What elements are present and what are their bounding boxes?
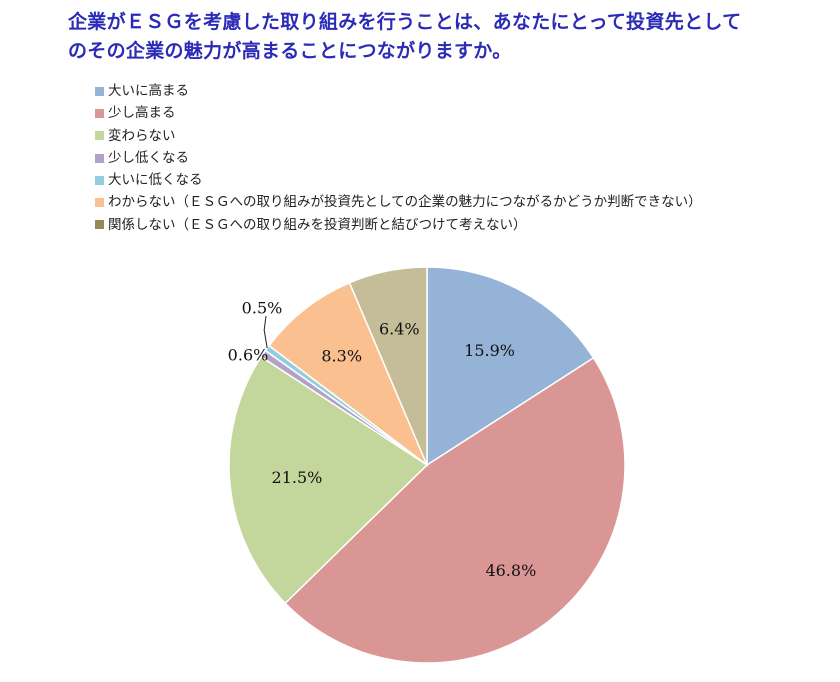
data-label-1: 15.9%: [464, 341, 515, 360]
legend-swatch-6: [95, 198, 104, 208]
legend-swatch-4: [95, 153, 104, 163]
chart-title-line-2: のその企業の魅力が高まることにつながりますか。: [68, 40, 512, 62]
legend-item-5: 大いに低くなる: [95, 169, 702, 191]
data-label-6: 8.3%: [321, 346, 362, 365]
legend-item-4: 少し低くなる: [95, 147, 702, 169]
legend-swatch-5: [95, 175, 104, 185]
legend-label-4: 少し低くなる: [108, 149, 189, 166]
legend-item-6: わからない（ＥＳＧへの取り組みが投資先としての企業の魅力につながるかどうか判断で…: [95, 191, 702, 213]
leader-line-5: [263, 315, 268, 349]
pie-slice-3: [228, 355, 429, 605]
legend-swatch-1: [95, 86, 104, 96]
legend-item-7: 関係しない（ＥＳＧへの取り組みを投資判断と結びつけて考えない）: [95, 214, 702, 236]
data-label-3: 21.5%: [272, 468, 323, 487]
legend-label-2: 少し高まる: [108, 105, 176, 122]
data-label-2: 46.8%: [485, 561, 536, 580]
legend-label-5: 大いに低くなる: [108, 172, 203, 189]
legend-item-2: 少し高まる: [95, 102, 702, 124]
data-label-7: 6.4%: [379, 320, 420, 339]
legend-label-1: 大いに高まる: [108, 83, 189, 99]
legend-item-1: 大いに高まる: [95, 80, 702, 102]
legend-swatch-7: [95, 220, 104, 230]
legend-item-3: 変わらない: [95, 125, 702, 147]
data-label-4: 0.6%: [228, 346, 269, 365]
legend-swatch-2: [95, 108, 104, 118]
chart-title-line-1: 企業がＥＳＧを考慮した取り組みを行うことは、あなたにとって投資先として: [68, 11, 742, 33]
legend-label-3: 変わらない: [108, 127, 176, 144]
legend-label-7: 関係しない（ＥＳＧへの取り組みを投資判断と結びつけて考えない）: [108, 216, 527, 233]
legend-label-6: わからない（ＥＳＧへの取り組みが投資先としての企業の魅力につながるかどうか判断で…: [108, 194, 702, 211]
legend: 大いに高まる 少し高まる 変わらない 少し低くなる 大いに低くなる わからない（…: [95, 80, 702, 236]
legend-swatch-3: [95, 131, 104, 141]
pie-slice-7: [348, 266, 428, 466]
chart-title: 企業がＥＳＧを考慮した取り組みを行うことは、あなたにとって投資先として のその企…: [68, 8, 828, 66]
pie-slice-1: [426, 266, 595, 467]
pie-slice-6: [267, 281, 429, 468]
pie-slice-2: [284, 356, 626, 664]
data-label-5: 0.5%: [242, 299, 283, 318]
